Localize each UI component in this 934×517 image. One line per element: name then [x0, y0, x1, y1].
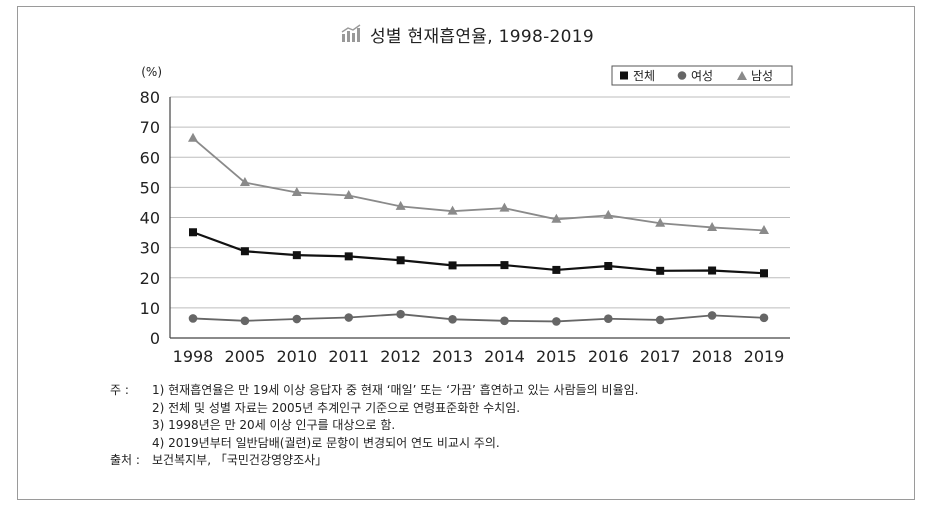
- data-point-여성: [603, 314, 613, 324]
- note-item-4: 4) 2019년부터 일반담배(궐련)로 문항이 변경되어 연도 비교시 주의.: [152, 435, 500, 450]
- x-tick-label: 2013: [432, 347, 473, 366]
- figure-frame: [17, 6, 915, 500]
- source-row: 출처 : 보건복지부, 「국민건강영양조사」: [110, 452, 638, 470]
- series-line-여성: [192, 313, 765, 323]
- x-tick-label: 2017: [640, 347, 681, 366]
- y-tick-label: 10: [140, 299, 160, 318]
- data-point-여성: [759, 313, 769, 323]
- x-tick-label: 2011: [328, 347, 369, 366]
- y-tick-label: 80: [140, 88, 160, 107]
- y-tick-label: 40: [140, 209, 160, 228]
- series-line-남성: [192, 137, 765, 232]
- data-point-전체: [500, 261, 509, 270]
- data-point-여성: [396, 309, 405, 319]
- data-point-남성: [551, 213, 562, 223]
- y-tick-label: 50: [140, 178, 160, 197]
- x-tick-label: 2019: [744, 347, 785, 366]
- y-tick-label: 30: [140, 239, 160, 258]
- data-point-여성: [552, 317, 561, 326]
- data-point-남성: [239, 177, 250, 187]
- data-point-여성: [500, 316, 509, 326]
- x-tick-label: 2012: [380, 347, 421, 366]
- data-point-전체: [604, 262, 613, 271]
- note-item-2: 2) 전체 및 성별 자료는 2005년 추계인구 기준으로 연령표준화한 수치…: [152, 400, 521, 415]
- x-tick-label: 2010: [276, 347, 317, 366]
- notes-label: 주 :: [110, 383, 129, 397]
- data-point-여성: [448, 315, 457, 324]
- y-tick-label: 20: [140, 269, 160, 288]
- y-tick-label: 60: [140, 148, 160, 167]
- x-tick-label: 2014: [484, 347, 525, 366]
- x-tick-label: 2015: [536, 347, 577, 366]
- data-point-남성: [447, 205, 458, 215]
- data-point-전체: [552, 265, 561, 274]
- data-point-전체: [708, 266, 717, 275]
- y-tick-label: 70: [140, 118, 160, 137]
- data-point-여성: [292, 314, 302, 324]
- data-point-남성: [291, 186, 302, 196]
- source-text: 보건복지부, 「국민건강영양조사」: [152, 453, 328, 467]
- bar-chart-icon: [340, 23, 362, 47]
- data-point-남성: [603, 209, 614, 219]
- notes: 주 : 1) 현재흡연율은 만 19세 이상 응답자 중 현재 ‘매일’ 또는 ‘…: [110, 382, 638, 470]
- chart-title: 성별 현재흡연율, 1998-2019: [0, 22, 934, 47]
- legend-marker-전체: [620, 71, 628, 80]
- x-tick-label: 2018: [692, 347, 733, 366]
- data-point-여성: [344, 313, 354, 322]
- legend-label-여성: 여성: [691, 69, 713, 83]
- series-line-전체: [192, 231, 765, 275]
- note-row-2: 2) 전체 및 성별 자료는 2005년 추계인구 기준으로 연령표준화한 수치…: [110, 400, 638, 418]
- x-tick-label: 1998: [173, 347, 214, 366]
- data-point-전체: [344, 252, 353, 261]
- data-point-여성: [707, 311, 717, 320]
- data-point-남성: [499, 202, 510, 212]
- note-row-3: 3) 1998년은 만 20세 이상 인구를 대상으로 함.: [110, 417, 638, 435]
- data-point-여성: [240, 316, 250, 326]
- source-label: 출처 :: [110, 453, 140, 467]
- y-axis-label: (%): [141, 65, 162, 79]
- data-point-전체: [656, 266, 665, 275]
- legend-label-전체: 전체: [633, 69, 655, 83]
- data-point-남성: [395, 200, 406, 210]
- x-tick-label: 2016: [588, 347, 629, 366]
- y-tick-label: 0: [150, 329, 160, 348]
- note-row-4: 4) 2019년부터 일반담배(궐련)로 문항이 변경되어 연도 비교시 주의.: [110, 435, 638, 453]
- note-item-1: 1) 현재흡연율은 만 19세 이상 응답자 중 현재 ‘매일’ 또는 ‘가끔’…: [152, 383, 639, 397]
- data-point-남성: [655, 217, 666, 227]
- data-point-여성: [655, 315, 665, 325]
- data-point-남성: [188, 132, 198, 142]
- data-point-전체: [240, 247, 249, 256]
- legend-marker-남성: [737, 71, 747, 80]
- data-point-전체: [396, 256, 405, 265]
- legend-marker-여성: [677, 71, 687, 80]
- data-point-전체: [292, 251, 301, 260]
- x-tick-label: 2005: [225, 347, 266, 366]
- data-point-전체: [448, 261, 457, 270]
- data-point-남성: [343, 190, 354, 200]
- note-item-3: 3) 1998년은 만 20세 이상 인구를 대상으로 함.: [152, 418, 396, 432]
- note-row-1: 주 : 1) 현재흡연율은 만 19세 이상 응답자 중 현재 ‘매일’ 또는 ‘…: [110, 382, 638, 400]
- chart-title-text: 성별 현재흡연율, 1998-2019: [369, 27, 595, 47]
- data-point-전체: [760, 269, 768, 278]
- legend-label-남성: 남성: [751, 69, 773, 83]
- data-point-전체: [189, 228, 197, 237]
- data-point-여성: [188, 314, 198, 323]
- legend-box: [611, 65, 793, 86]
- data-point-남성: [759, 224, 769, 234]
- data-point-남성: [707, 221, 718, 231]
